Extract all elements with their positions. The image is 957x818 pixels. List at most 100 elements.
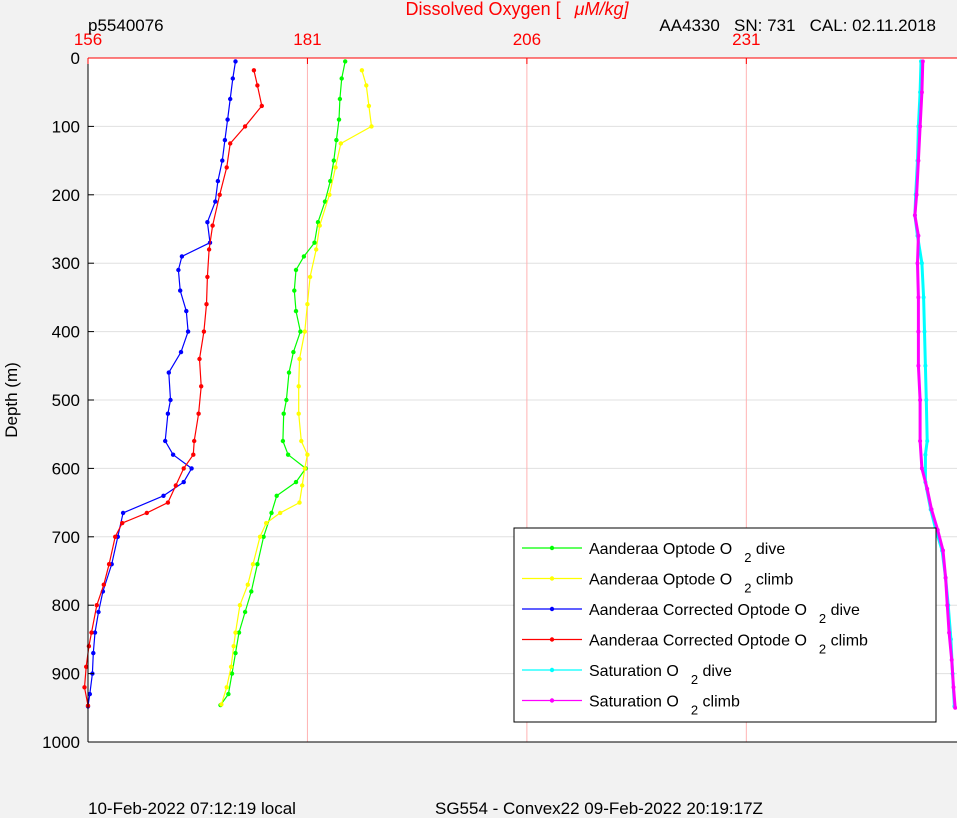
data-point: [916, 295, 921, 300]
data-point: [178, 288, 183, 293]
data-point: [173, 483, 178, 488]
data-point: [301, 254, 307, 259]
data-point: [296, 411, 301, 416]
data-point: [296, 384, 301, 389]
data-point: [305, 302, 310, 307]
x-tick-label: 181: [293, 30, 321, 49]
data-point: [245, 582, 250, 587]
data-point: [943, 575, 948, 580]
data-point: [298, 329, 303, 334]
legend-label-name: Aanderaa Optode O: [589, 572, 732, 589]
legend-marker: [549, 667, 555, 673]
data-point: [219, 702, 224, 707]
data-point: [274, 493, 279, 498]
data-point: [925, 439, 930, 443]
axes: 0 100 200 300 400 500 600 700 800 900 1000 156 181 20…: [42, 30, 957, 752]
data-point: [302, 329, 307, 334]
data-point: [924, 398, 929, 402]
data-point: [204, 302, 209, 307]
data-point: [197, 356, 202, 362]
data-point: [953, 705, 957, 710]
data-point: [176, 267, 181, 273]
data-point: [299, 438, 304, 444]
data-point: [284, 397, 289, 403]
data-point: [336, 117, 342, 122]
data-point: [165, 411, 171, 416]
data-point: [199, 384, 204, 389]
y-axis-label: Depth (m): [2, 362, 21, 438]
data-point: [206, 247, 212, 252]
data-point: [916, 363, 921, 368]
data-point: [249, 589, 254, 594]
data-point: [178, 349, 184, 355]
y-tick-label: 0: [71, 49, 80, 68]
data-point: [144, 510, 149, 516]
data-point: [192, 438, 197, 444]
data-point: [305, 452, 310, 457]
data-point: [201, 329, 207, 334]
data-point: [915, 261, 920, 266]
data-point: [225, 117, 230, 122]
data-point: [916, 233, 921, 238]
series-5: [912, 59, 957, 710]
data-point: [951, 685, 956, 690]
legend-label: Saturation O 2 climb: [589, 694, 740, 718]
data-point: [338, 141, 343, 146]
data-point: [106, 562, 112, 567]
series-2: [85, 59, 238, 709]
data-point: [297, 356, 302, 362]
legend-entry-4: Saturation O 2 dive: [522, 663, 732, 687]
data-point: [286, 370, 292, 375]
data-point: [96, 609, 101, 615]
data-point: [185, 329, 191, 334]
data-point: [233, 59, 238, 64]
legend-entry-1: Aanderaa Optode O 2 climb: [522, 572, 793, 596]
data-point: [224, 685, 229, 690]
data-point: [919, 261, 924, 266]
legend-label-subscript: 2: [819, 611, 826, 626]
data-point: [923, 363, 928, 368]
data-point: [293, 308, 299, 314]
data-point: [281, 411, 286, 416]
data-point: [237, 603, 243, 608]
data-point: [364, 83, 369, 88]
data-point: [120, 520, 125, 526]
legend-marker: [549, 606, 555, 612]
legend-label-subscript: 2: [819, 642, 826, 657]
data-point: [101, 582, 107, 587]
data-point: [302, 466, 307, 471]
data-point: [918, 439, 923, 443]
x-tick-label: 206: [513, 30, 541, 49]
legend-label: Aanderaa Optode O 2 dive: [589, 541, 785, 565]
legend-label-subscript: 2: [744, 550, 751, 565]
data-point: [314, 247, 319, 252]
legend-entry-0: Aanderaa Optode O 2 dive: [522, 541, 785, 565]
data-point: [242, 124, 248, 129]
legend-label-name: Aanderaa Corrected Optode O: [589, 633, 807, 650]
data-point: [250, 562, 256, 567]
data-point: [914, 192, 919, 197]
data-point: [166, 370, 171, 375]
data-point: [912, 213, 917, 218]
data-point: [189, 466, 194, 471]
data-point: [307, 274, 313, 280]
data-point: [191, 452, 196, 457]
data-point: [293, 267, 299, 273]
data-point: [916, 158, 921, 163]
data-point: [242, 609, 248, 615]
series-line-5: [913, 61, 957, 708]
data-point: [168, 397, 173, 403]
data-point: [89, 630, 94, 635]
legend-marker: [549, 545, 555, 551]
series-line-0: [220, 61, 346, 706]
data-point: [120, 510, 126, 516]
data-point: [91, 650, 96, 656]
data-point: [92, 630, 98, 635]
legend-entry-2: Aanderaa Corrected Optode O 2 dive: [522, 602, 860, 626]
legend-label-subscript: 2: [691, 672, 698, 687]
legend-label-subscript: 2: [691, 703, 698, 718]
data-point: [163, 438, 168, 444]
data-point: [113, 534, 118, 539]
data-point: [257, 534, 263, 539]
